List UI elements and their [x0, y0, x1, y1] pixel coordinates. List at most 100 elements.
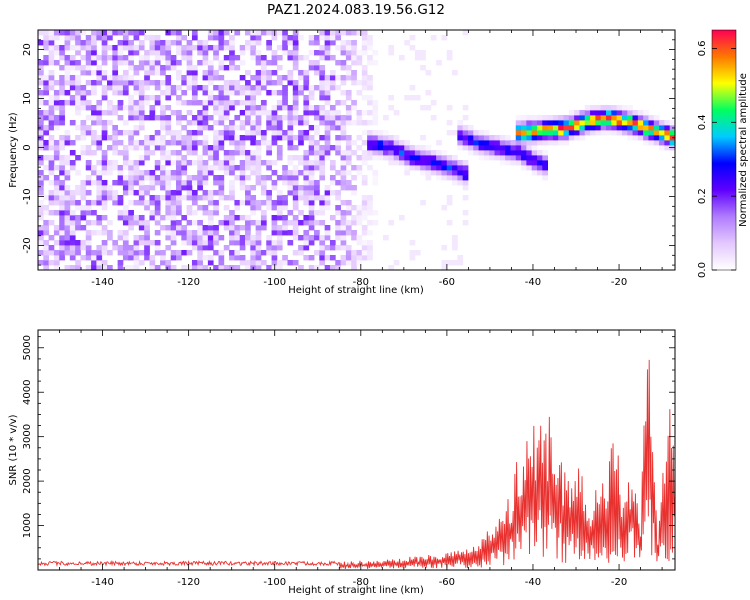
- spectrogram-cell: [335, 85, 341, 91]
- spectrogram-cell: [144, 225, 150, 231]
- spectrogram-cell: [202, 75, 209, 81]
- spectrogram-cell: [324, 115, 331, 121]
- spectrogram-cell: [186, 45, 193, 51]
- spectrogram-cell: [436, 150, 442, 156]
- spectrogram-cell: [133, 190, 140, 196]
- spectrogram-cell: [398, 145, 405, 151]
- spectrogram-cell: [462, 195, 469, 201]
- spectrogram-cell: [335, 135, 341, 141]
- spectrogram-cell: [298, 120, 304, 126]
- spectrogram-cell: [505, 150, 511, 156]
- spectrogram-cell: [319, 175, 326, 181]
- spectrogram-cell: [345, 70, 352, 76]
- spectrogram-cell: [245, 150, 251, 156]
- spectrogram-cell: [165, 190, 172, 196]
- spectrogram-cell: [122, 35, 129, 41]
- spectrogram-cell: [176, 50, 182, 56]
- spectrogram-cell: [409, 85, 416, 91]
- spectrogram-cell: [388, 140, 395, 146]
- spectrogram-cell: [133, 215, 140, 221]
- spectrogram-cell: [207, 225, 214, 231]
- spectrogram-cell: [298, 160, 304, 166]
- spectrogram-cell: [303, 105, 310, 111]
- spectrogram-cell: [80, 125, 87, 131]
- spectrogram-cell: [149, 50, 156, 56]
- spectrogram-cell: [276, 75, 283, 81]
- spectrogram-cell: [107, 55, 113, 61]
- spectrogram-cell: [91, 45, 97, 51]
- spectrogram-cell: [112, 140, 119, 146]
- spectrogram-cell: [345, 225, 352, 231]
- spectrogram-cell: [324, 75, 331, 81]
- spectrogram-cell: [202, 40, 209, 46]
- spectrogram-cell: [255, 155, 262, 161]
- spectrogram-cell: [176, 185, 182, 191]
- spectrogram-cell: [361, 50, 368, 56]
- spectrogram-cell: [176, 160, 182, 166]
- spectrogram-cell: [499, 160, 506, 166]
- spectrogram-cell: [133, 220, 140, 226]
- spectrogram-cell: [361, 200, 368, 206]
- spectrogram-cell: [43, 220, 50, 226]
- spectrogram-cell: [282, 115, 288, 121]
- spectrogram-cell: [96, 145, 103, 151]
- spectrogram-cell: [48, 260, 55, 266]
- colorbar-ticks: 0.00.20.40.6: [697, 41, 736, 278]
- spectrogram-cell: [229, 210, 235, 216]
- spectrogram-cell: [101, 95, 108, 101]
- spectrogram-cell: [621, 115, 628, 121]
- spectrogram-cell: [75, 265, 81, 270]
- spectrogram-cell: [202, 210, 209, 216]
- spectrogram-cell: [292, 215, 299, 221]
- spectrogram-cell: [223, 30, 230, 36]
- spectrogram-cell: [170, 265, 177, 270]
- spectrogram-cell: [303, 190, 310, 196]
- spectrogram-cell: [48, 85, 55, 91]
- spectrogram-cell: [319, 240, 326, 246]
- spectrogram-cell: [64, 220, 71, 226]
- spectrogram-cell: [149, 255, 156, 261]
- spectrogram-cell: [191, 85, 198, 91]
- spectrogram-cell: [319, 55, 326, 61]
- spectrogram-cell: [367, 110, 373, 116]
- spectrogram-cell: [239, 185, 246, 191]
- spectrogram-cell: [542, 155, 548, 161]
- spectrogram-cell: [213, 175, 219, 181]
- spectrogram-cell: [351, 175, 357, 181]
- spectrogram-cell: [303, 85, 310, 91]
- spectrogram-cell: [245, 115, 251, 121]
- spectrogram-cell: [393, 110, 400, 116]
- spectrogram-cell: [191, 235, 198, 241]
- spectrogram-cell: [223, 265, 230, 270]
- spectrogram-cell: [197, 250, 203, 256]
- spectrogram-cell: [351, 105, 357, 111]
- spectrogram-cell: [176, 155, 182, 161]
- spectrogram-cell: [234, 200, 241, 206]
- x-tick-label: -60: [439, 577, 455, 588]
- spectrogram-cell: [457, 180, 464, 186]
- spectrogram-cell: [250, 110, 257, 116]
- spectrogram-cell: [91, 35, 97, 41]
- spectrogram-cell: [425, 155, 432, 161]
- spectrogram-cell: [303, 95, 310, 101]
- spectrogram-cell: [303, 255, 310, 261]
- spectrogram-cell: [75, 95, 81, 101]
- spectrogram-cell: [404, 165, 410, 171]
- spectrogram-cell: [191, 65, 198, 71]
- spectrogram-cell: [324, 50, 331, 56]
- spectrogram-cell: [452, 260, 458, 266]
- spectrogram-cell: [266, 190, 272, 196]
- spectrogram-cell: [303, 245, 310, 251]
- spectrogram-cell: [616, 115, 623, 121]
- spectrogram-cell: [53, 60, 60, 66]
- spectrogram-cell: [69, 240, 76, 246]
- spectrogram-cell: [361, 195, 368, 201]
- spectrogram-cell: [308, 85, 315, 91]
- spectrogram-cell: [213, 235, 219, 241]
- spectrogram-cell: [452, 240, 458, 246]
- spectrogram-cell: [255, 40, 262, 46]
- spectrogram-cell: [85, 175, 92, 181]
- spectrogram-cell: [329, 255, 336, 261]
- spectrogram-cell: [207, 195, 214, 201]
- spectrogram-cell: [138, 80, 145, 86]
